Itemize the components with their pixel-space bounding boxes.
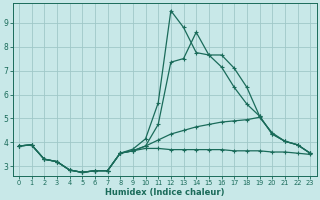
- X-axis label: Humidex (Indice chaleur): Humidex (Indice chaleur): [105, 188, 224, 197]
